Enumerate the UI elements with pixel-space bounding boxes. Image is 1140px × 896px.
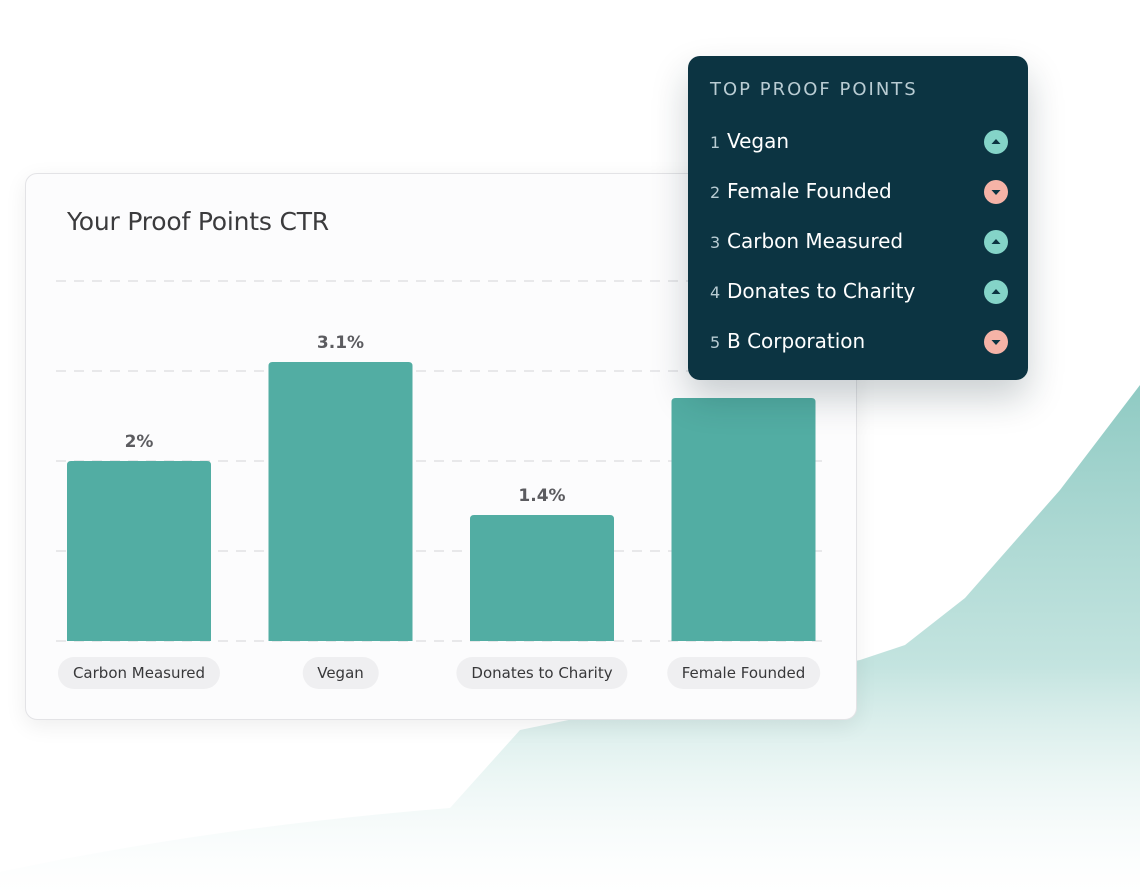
bar-female-founded	[671, 398, 816, 641]
bar-chart: 2% 3.1% 1.4%	[56, 280, 828, 642]
trend-up-icon	[984, 230, 1008, 254]
rank-number: 2	[710, 183, 721, 202]
trend-up-icon	[984, 130, 1008, 154]
chart-title: Your Proof Points CTR	[67, 207, 329, 236]
rank-name: B Corporation	[727, 329, 866, 353]
ranking-item: 1 Vegan	[710, 129, 1008, 159]
rank-number: 1	[710, 133, 721, 152]
category-label-donates-to-charity: Donates to Charity	[456, 657, 628, 689]
category-label-female-founded: Female Founded	[666, 657, 821, 689]
top-proof-points-panel: TOP PROOF POINTS 1 Vegan 2 Female Founded 3 C…	[688, 56, 1028, 380]
bar-donates-to-charity	[470, 515, 614, 641]
rank-name: Female Founded	[727, 179, 892, 203]
data-label-vegan: 3.1%	[317, 333, 364, 353]
rank-number: 5	[710, 333, 721, 352]
rank-number: 3	[710, 233, 721, 252]
rank-number: 4	[710, 283, 721, 302]
ranking-item: 3 Carbon Measured	[710, 229, 1008, 259]
ranking-item: 4 Donates to Charity	[710, 279, 1008, 309]
bar-carbon-measured	[67, 461, 211, 641]
rank-name: Donates to Charity	[727, 279, 916, 303]
rank-name: Carbon Measured	[727, 229, 904, 253]
panel-title: TOP PROOF POINTS	[710, 79, 918, 100]
trend-up-icon	[984, 280, 1008, 304]
ranking-item: 2 Female Founded	[710, 179, 1008, 209]
data-label-donates-to-charity: 1.4%	[518, 486, 565, 506]
category-label-carbon-measured: Carbon Measured	[57, 657, 221, 689]
data-label-carbon-measured: 2%	[125, 432, 154, 452]
trend-down-icon	[984, 180, 1008, 204]
trend-down-icon	[984, 330, 1008, 354]
bar-vegan	[268, 362, 413, 641]
ranking-item: 5 B Corporation	[710, 329, 1008, 359]
rank-name: Vegan	[727, 129, 790, 153]
category-label-vegan: Vegan	[302, 657, 379, 689]
